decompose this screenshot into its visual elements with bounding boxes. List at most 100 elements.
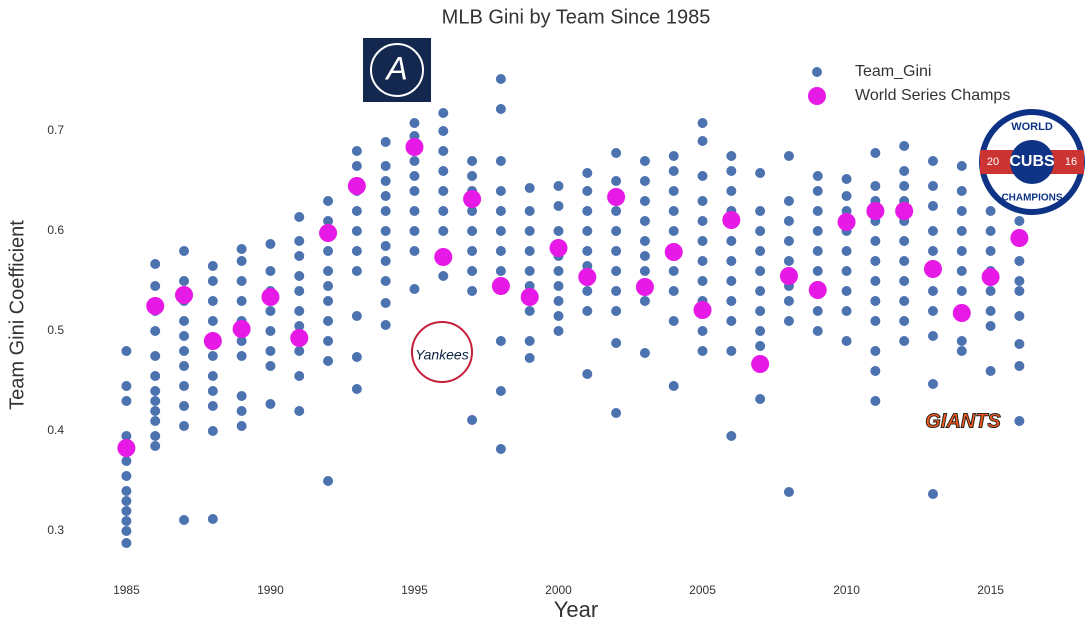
team-point: [121, 381, 132, 391]
team-point: [207, 401, 218, 411]
team-point: [380, 206, 391, 216]
team-point: [323, 281, 334, 291]
team-point: [611, 306, 622, 316]
team-point: [611, 246, 622, 256]
team-point: [351, 266, 362, 276]
team-point: [495, 336, 506, 346]
champ-point: [261, 288, 280, 306]
team-point: [927, 331, 938, 341]
team-point: [899, 336, 910, 346]
team-point: [121, 396, 132, 406]
team-point: [553, 296, 564, 306]
logo-text: GIANTS: [925, 410, 1001, 432]
team-point: [783, 296, 794, 306]
team-point: [179, 381, 190, 391]
team-point: [841, 174, 852, 184]
team-point: [380, 226, 391, 236]
team-point: [236, 421, 247, 431]
team-point: [265, 239, 276, 249]
x-tick-label: 1985: [113, 583, 140, 597]
team-point: [611, 286, 622, 296]
team-point: [899, 256, 910, 266]
team-point: [179, 421, 190, 431]
team-point: [726, 346, 737, 356]
x-tick-label: 2000: [545, 583, 572, 597]
team-point: [755, 168, 766, 178]
logo-text: Yankees: [415, 347, 468, 363]
team-point: [409, 226, 420, 236]
team-point: [582, 369, 593, 379]
team-point: [380, 241, 391, 251]
team-point: [985, 286, 996, 296]
team-point: [236, 351, 247, 361]
team-point: [611, 206, 622, 216]
team-point: [639, 296, 650, 306]
team-point: [236, 276, 247, 286]
team-point: [783, 236, 794, 246]
team-point: [207, 296, 218, 306]
team-point: [323, 196, 334, 206]
team-point: [870, 148, 881, 158]
team-point: [582, 186, 593, 196]
team-point: [668, 316, 679, 326]
team-point: [438, 146, 449, 156]
champ-point: [203, 332, 222, 350]
team-point: [236, 244, 247, 254]
team-point: [495, 104, 506, 114]
team-point: [236, 406, 247, 416]
team-point: [870, 396, 881, 406]
team-point: [1014, 339, 1025, 349]
champ-point: [837, 213, 856, 231]
team-point: [121, 346, 132, 356]
team-point: [294, 286, 305, 296]
team-point: [582, 286, 593, 296]
champ-point: [347, 177, 366, 195]
logo-text: CUBS: [1009, 153, 1055, 170]
team-point: [927, 379, 938, 389]
team-point: [438, 108, 449, 118]
team-point: [150, 441, 161, 451]
team-point: [150, 371, 161, 381]
team-point: [956, 206, 967, 216]
team-point: [207, 371, 218, 381]
team-point: [351, 352, 362, 362]
x-tick-label: 2005: [689, 583, 716, 597]
team-point: [956, 226, 967, 236]
champ-point: [808, 281, 827, 299]
team-point: [956, 346, 967, 356]
team-point: [783, 151, 794, 161]
team-point: [467, 266, 478, 276]
team-point: [582, 226, 593, 236]
team-point: [150, 259, 161, 269]
team-point: [755, 266, 766, 276]
team-point: [726, 276, 737, 286]
team-point: [841, 246, 852, 256]
team-point: [985, 226, 996, 236]
team-point: [812, 326, 823, 336]
team-point: [495, 226, 506, 236]
team-point: [265, 399, 276, 409]
team-point: [639, 196, 650, 206]
y-tick-label: 0.7: [47, 123, 64, 137]
team-point: [467, 171, 478, 181]
x-tick-label: 2010: [833, 583, 860, 597]
team-point: [236, 256, 247, 266]
team-point: [697, 216, 708, 226]
team-point: [409, 171, 420, 181]
team-point: [899, 296, 910, 306]
legend-marker: [812, 67, 822, 77]
team-point: [668, 186, 679, 196]
team-point: [956, 336, 967, 346]
team-point: [179, 361, 190, 371]
team-point: [668, 381, 679, 391]
team-point: [323, 216, 334, 226]
champ-point: [146, 297, 165, 315]
team-point: [1014, 311, 1025, 321]
team-point: [524, 226, 535, 236]
logo-ring: [370, 43, 424, 97]
team-point: [697, 326, 708, 336]
logo-text: WORLD: [1011, 121, 1053, 133]
team-point: [726, 166, 737, 176]
team-point: [207, 261, 218, 271]
team-point: [812, 246, 823, 256]
